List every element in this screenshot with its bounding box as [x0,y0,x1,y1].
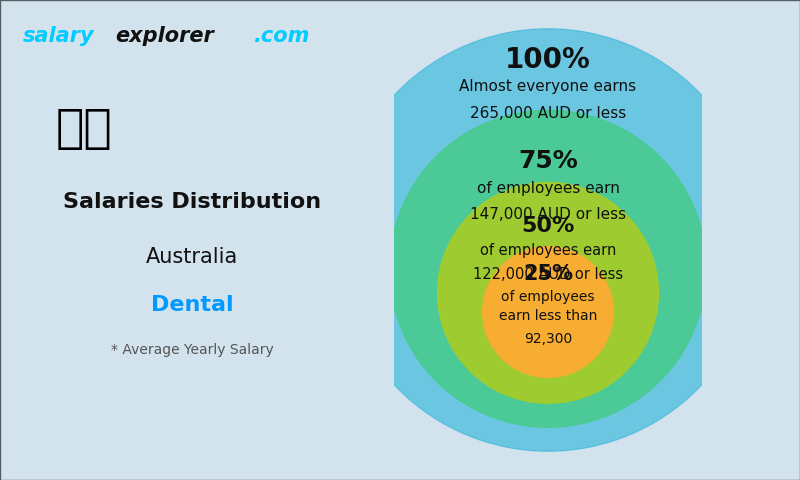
Text: Salaries Distribution: Salaries Distribution [63,192,321,212]
Text: 50%: 50% [522,216,574,236]
Circle shape [482,247,614,377]
Text: 75%: 75% [518,149,578,173]
Text: of employees earn: of employees earn [477,180,619,196]
Text: 147,000 AUD or less: 147,000 AUD or less [470,206,626,222]
Text: * Average Yearly Salary: * Average Yearly Salary [110,343,274,357]
Text: Australia: Australia [146,247,238,267]
Text: 92,300: 92,300 [524,332,572,346]
Text: 122,000 AUD or less: 122,000 AUD or less [473,267,623,282]
Text: of employees: of employees [502,289,594,304]
Text: 25%: 25% [523,264,573,284]
Text: 265,000 AUD or less: 265,000 AUD or less [470,106,626,121]
Text: .com: .com [254,26,310,47]
Text: salary: salary [23,26,94,47]
Circle shape [438,182,658,403]
Text: earn less than: earn less than [499,309,597,323]
Text: Almost everyone earns: Almost everyone earns [459,79,637,94]
Circle shape [337,29,759,451]
Circle shape [390,110,706,427]
Text: of employees earn: of employees earn [480,243,616,258]
Text: Dental: Dental [150,295,234,315]
Text: 100%: 100% [505,46,591,73]
Text: 🇦🇺: 🇦🇺 [56,107,113,152]
Text: explorer: explorer [115,26,214,47]
